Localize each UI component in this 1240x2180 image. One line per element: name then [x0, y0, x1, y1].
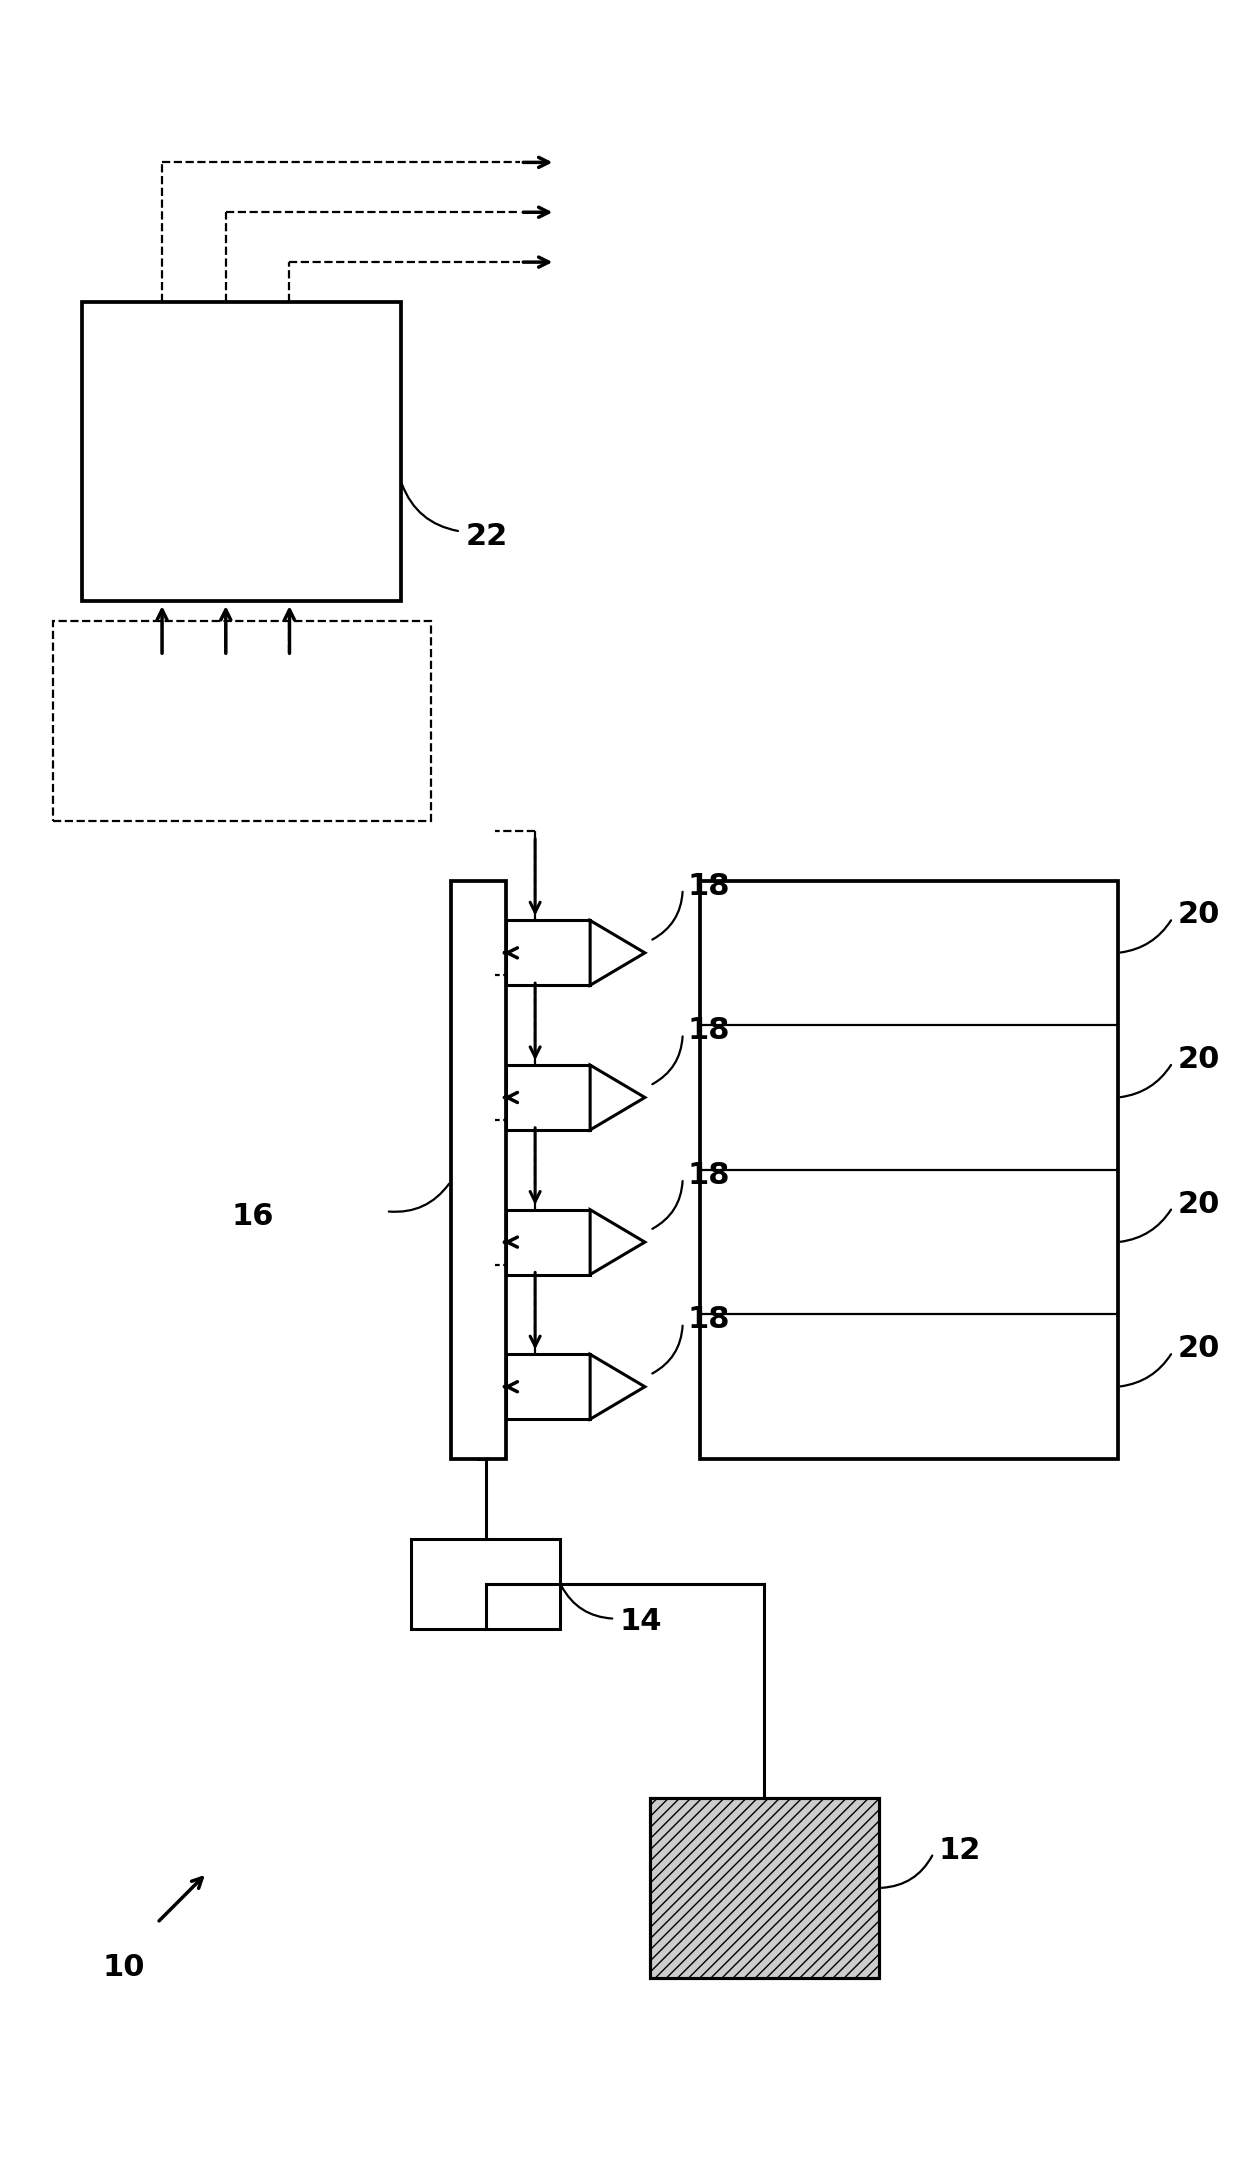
- Polygon shape: [590, 1066, 645, 1129]
- Bar: [650, 1798, 879, 1977]
- Bar: [506, 1066, 590, 1129]
- Text: 14: 14: [620, 1607, 662, 1637]
- Text: 20: 20: [1178, 1190, 1220, 1219]
- Bar: [699, 881, 1117, 1458]
- Text: 20: 20: [1178, 1334, 1220, 1362]
- Text: 18: 18: [688, 1306, 730, 1334]
- Bar: [650, 1798, 879, 1977]
- Bar: [650, 1798, 879, 1977]
- Text: 20: 20: [1178, 1044, 1220, 1075]
- Polygon shape: [590, 1354, 645, 1419]
- Text: 18: 18: [688, 1016, 730, 1044]
- Text: 10: 10: [103, 1953, 145, 1982]
- Bar: [506, 1210, 590, 1275]
- Bar: [506, 920, 590, 985]
- Text: 18: 18: [688, 872, 730, 900]
- Bar: [52, 621, 430, 820]
- Text: 22: 22: [466, 521, 508, 552]
- Bar: [451, 881, 506, 1458]
- Text: 16: 16: [232, 1201, 274, 1232]
- Bar: [82, 303, 401, 602]
- Text: 12: 12: [939, 1836, 981, 1864]
- Polygon shape: [590, 1210, 645, 1275]
- Bar: [506, 1354, 590, 1419]
- Polygon shape: [590, 920, 645, 985]
- Bar: [410, 1539, 560, 1628]
- Text: 18: 18: [688, 1160, 730, 1190]
- Text: 20: 20: [1178, 900, 1220, 929]
